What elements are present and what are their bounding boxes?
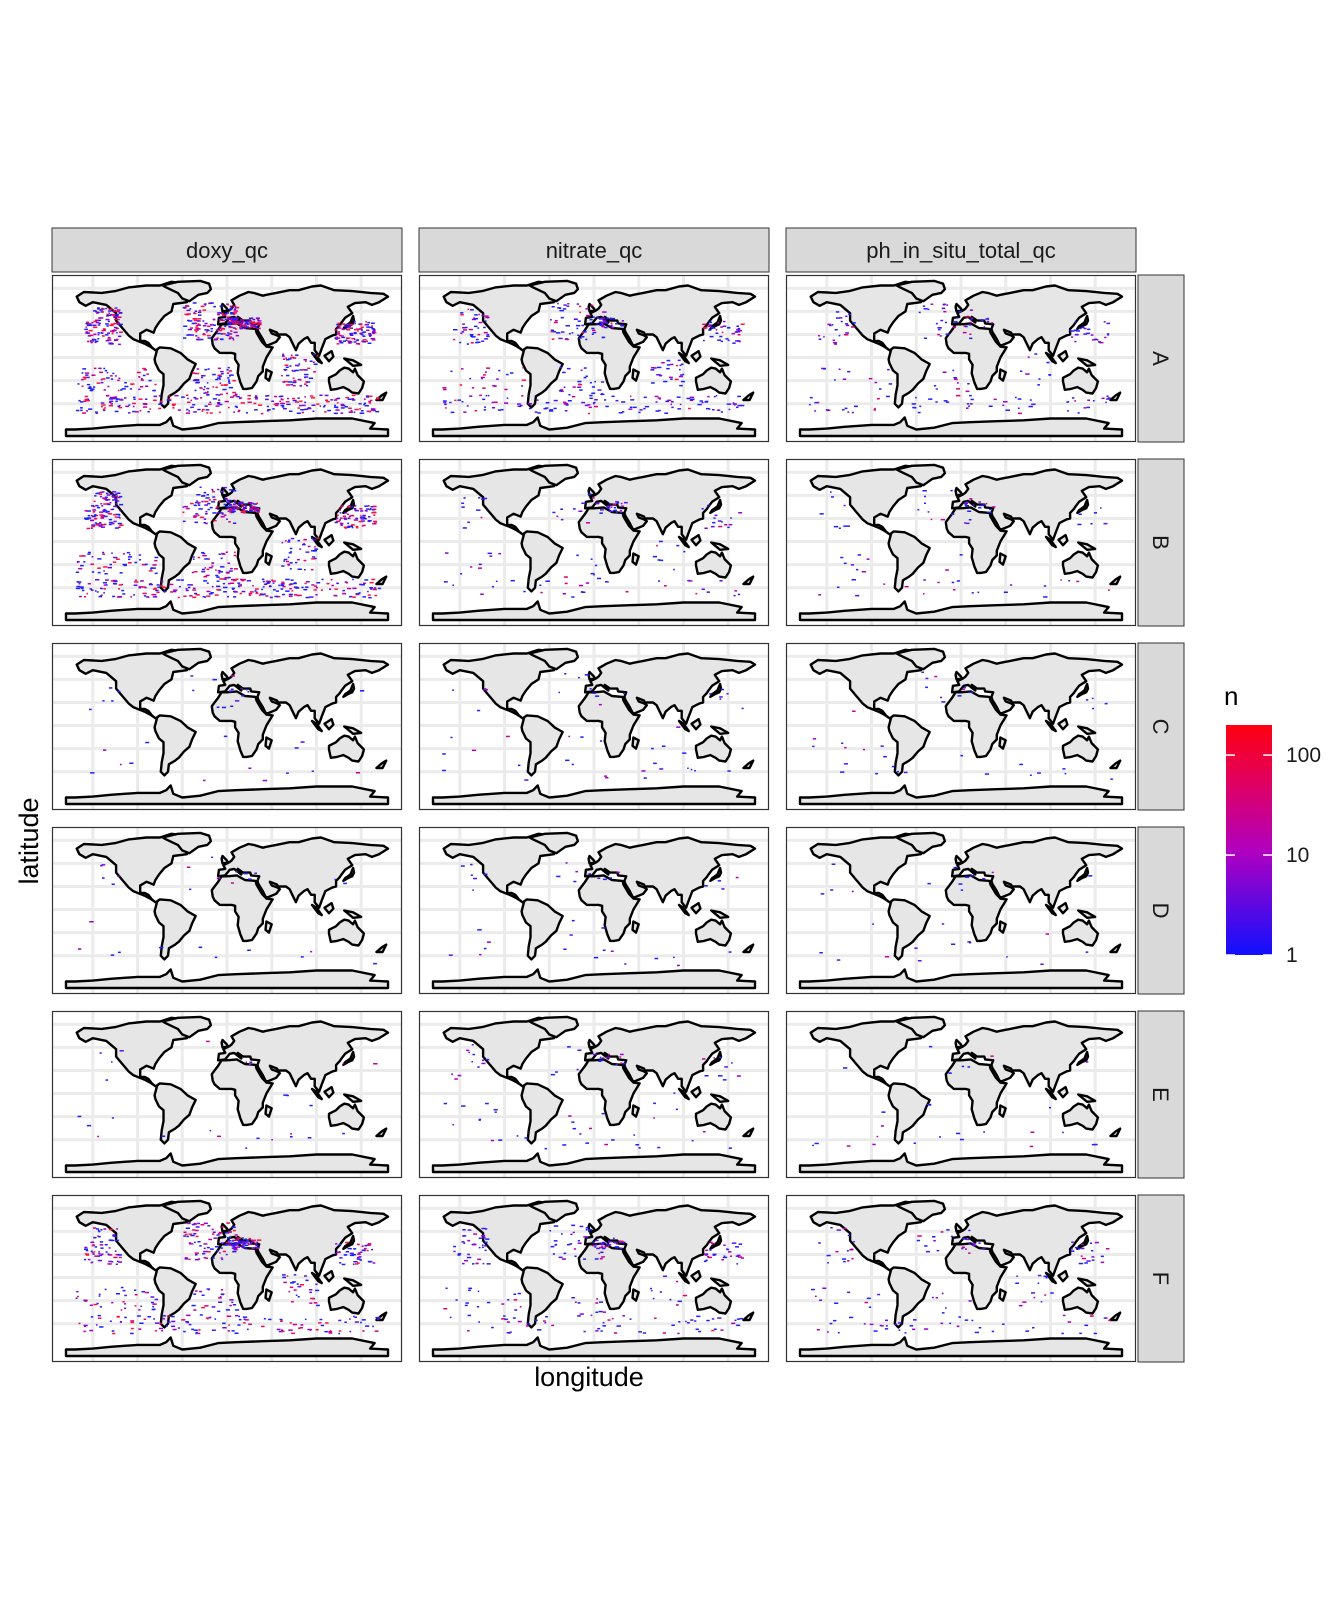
x-axis-title: longitude bbox=[534, 1362, 644, 1392]
strip-label: ph_in_situ_total_qc bbox=[866, 238, 1056, 263]
legend-colorbar bbox=[1226, 725, 1272, 955]
column-strip-nitrate_qc: nitrate_qc bbox=[419, 228, 769, 272]
panel-nitrate_qc-A bbox=[419, 275, 769, 442]
panel-ph_in_situ_total_qc-B bbox=[786, 459, 1136, 626]
column-strip-doxy_qc: doxy_qc bbox=[52, 228, 402, 272]
row-strip-E: E bbox=[1138, 1011, 1184, 1178]
panel-doxy_qc-F bbox=[52, 1195, 402, 1362]
legend-title: n bbox=[1224, 681, 1238, 711]
strip-label: B bbox=[1148, 535, 1173, 550]
facet-panels bbox=[52, 275, 1136, 1362]
panel-nitrate_qc-C bbox=[419, 643, 769, 810]
strip-label: A bbox=[1148, 351, 1173, 366]
panel-ph_in_situ_total_qc-D bbox=[786, 827, 1136, 994]
panel-nitrate_qc-D bbox=[419, 827, 769, 994]
panel-doxy_qc-E bbox=[52, 1011, 402, 1178]
row-strip-C: C bbox=[1138, 643, 1184, 810]
strip-label: C bbox=[1148, 719, 1173, 735]
y-axis-title: latitude bbox=[14, 797, 44, 884]
panel-nitrate_qc-E bbox=[419, 1011, 769, 1178]
panel-doxy_qc-A bbox=[52, 275, 402, 442]
panel-doxy_qc-D bbox=[52, 827, 402, 994]
strip-label: nitrate_qc bbox=[546, 238, 643, 263]
panel-doxy_qc-B bbox=[52, 459, 402, 626]
color-legend: n 1 10 100 bbox=[1224, 681, 1321, 967]
panel-doxy_qc-C bbox=[52, 643, 402, 810]
panel-ph_in_situ_total_qc-E bbox=[786, 1011, 1136, 1178]
panel-nitrate_qc-F bbox=[419, 1195, 769, 1362]
strip-label: F bbox=[1148, 1272, 1173, 1285]
strip-label: D bbox=[1148, 903, 1173, 919]
row-strip-D: D bbox=[1138, 827, 1184, 994]
panel-ph_in_situ_total_qc-C bbox=[786, 643, 1136, 810]
legend-tick-label: 1 bbox=[1286, 944, 1298, 967]
panel-ph_in_situ_total_qc-F bbox=[786, 1195, 1136, 1362]
panel-ph_in_situ_total_qc-A bbox=[786, 275, 1136, 442]
row-strip-F: F bbox=[1138, 1195, 1184, 1362]
column-strips: doxy_qc nitrate_qc ph_in_situ_total_qc bbox=[52, 228, 1136, 272]
panel-nitrate_qc-B bbox=[419, 459, 769, 626]
column-strip-ph_in_situ_total_qc: ph_in_situ_total_qc bbox=[786, 228, 1136, 272]
strip-label: doxy_qc bbox=[186, 238, 268, 263]
row-strips: A B C D E F bbox=[1138, 275, 1184, 1362]
legend-tick-label: 10 bbox=[1286, 844, 1309, 867]
strip-label: E bbox=[1148, 1087, 1173, 1102]
row-strip-B: B bbox=[1138, 459, 1184, 626]
legend-tick-label: 100 bbox=[1286, 744, 1321, 767]
row-strip-A: A bbox=[1138, 275, 1184, 442]
